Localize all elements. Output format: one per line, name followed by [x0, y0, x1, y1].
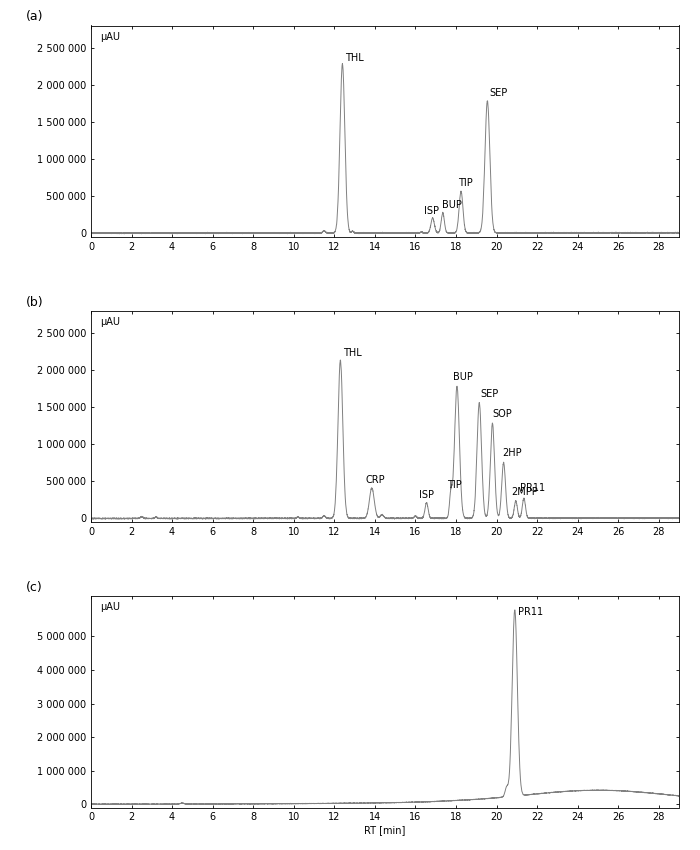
- Text: TIP: TIP: [447, 479, 461, 490]
- Text: PR11: PR11: [520, 484, 545, 493]
- Text: 2MPP: 2MPP: [512, 486, 538, 496]
- Text: μAU: μAU: [100, 603, 120, 613]
- Text: ISP: ISP: [424, 206, 438, 216]
- Text: (c): (c): [27, 581, 43, 594]
- Text: CRP: CRP: [365, 475, 386, 485]
- Text: THL: THL: [346, 54, 364, 63]
- Text: μAU: μAU: [100, 317, 120, 327]
- Text: PR11: PR11: [518, 607, 543, 616]
- Text: μAU: μAU: [100, 31, 120, 42]
- Text: SEP: SEP: [489, 88, 508, 99]
- X-axis label: RT [min]: RT [min]: [364, 825, 406, 836]
- Text: 2HP: 2HP: [503, 449, 522, 458]
- Text: SEP: SEP: [480, 389, 498, 399]
- Text: ISP: ISP: [419, 490, 435, 500]
- Text: (b): (b): [27, 296, 44, 309]
- Text: TIP: TIP: [458, 178, 472, 188]
- Text: THL: THL: [344, 348, 362, 359]
- Text: BUP: BUP: [442, 200, 461, 210]
- Text: SOP: SOP: [493, 409, 512, 419]
- Text: (a): (a): [27, 10, 44, 24]
- Text: BUP: BUP: [453, 372, 473, 382]
